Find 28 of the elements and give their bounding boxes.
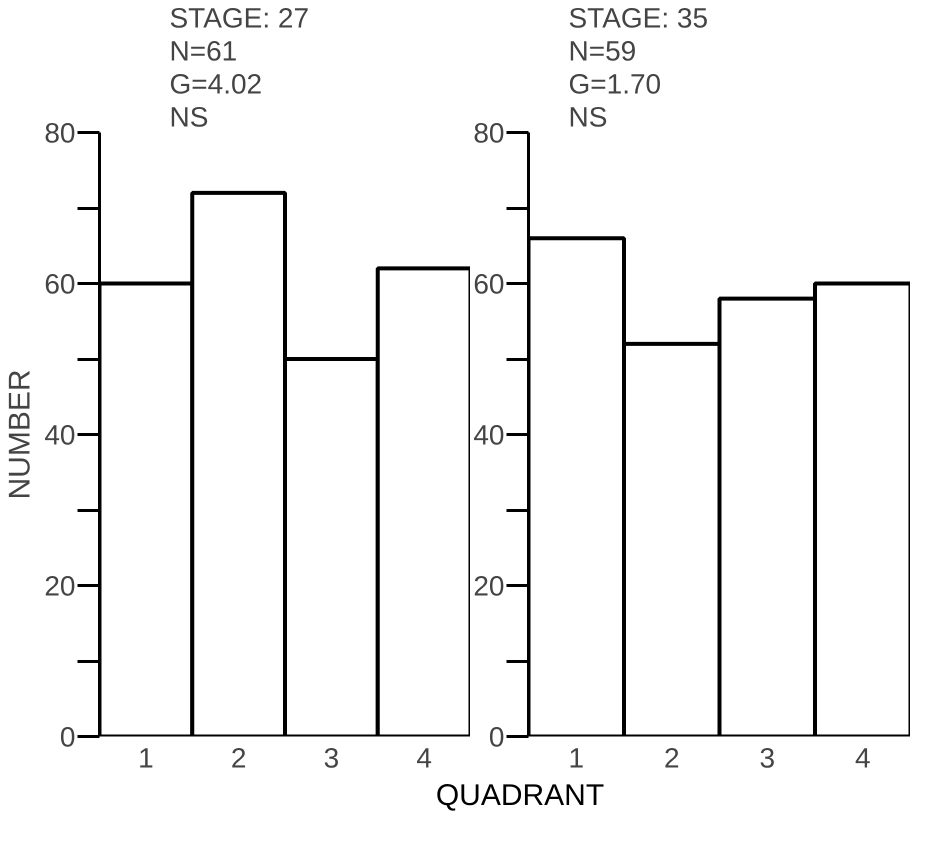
text: STAGE: 27: [170, 2, 310, 34]
y-tick-label: 60: [473, 268, 505, 300]
y-tick-label: 0: [488, 722, 505, 752]
x-tick-label: 3: [759, 742, 776, 774]
annotation: NS: [170, 102, 208, 132]
x-tick-label: 4: [416, 742, 432, 774]
y-tick-label: 80: [473, 118, 505, 148]
y-tick-label: 0: [60, 722, 76, 752]
y-tick-label: 80: [44, 118, 76, 148]
x-tick-label: 3: [324, 742, 340, 774]
x-axis-title: QUADRANT: [436, 778, 604, 814]
annotation: NS: [568, 102, 608, 132]
y-tick-label: 40: [473, 420, 505, 450]
text: G=1.70: [568, 68, 662, 100]
y-tick-label: 20: [473, 570, 505, 602]
text: STAGE: 35: [568, 2, 708, 34]
y-tick-label: 60: [44, 268, 76, 300]
x-tick-label: 2: [230, 742, 246, 774]
x-tick-label: 1: [568, 742, 584, 774]
y-tick-label: 20: [44, 570, 76, 602]
text: N=61: [170, 36, 238, 66]
y-tick-label: 40: [44, 420, 76, 450]
x-tick-label: 1: [138, 742, 154, 774]
x-tick-label: 4: [854, 742, 871, 774]
x-tick-label: 2: [664, 742, 680, 774]
text: G=4.02: [170, 68, 262, 100]
text: N=59: [568, 36, 636, 66]
y-axis-title: NUMBER: [3, 369, 36, 500]
